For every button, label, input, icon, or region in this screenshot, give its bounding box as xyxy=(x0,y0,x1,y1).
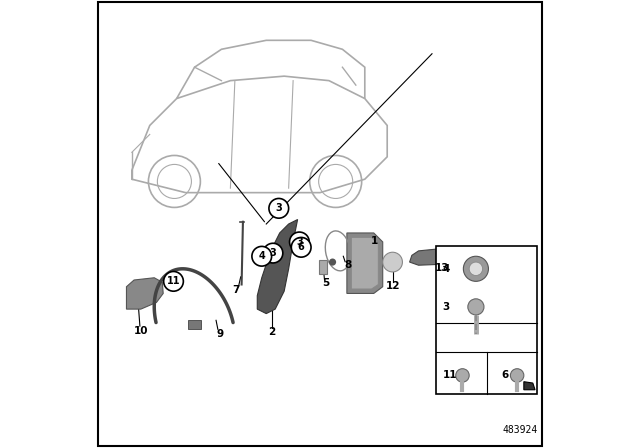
Text: 2: 2 xyxy=(268,327,276,337)
Text: 7: 7 xyxy=(232,285,239,295)
Bar xyxy=(188,320,201,329)
Circle shape xyxy=(456,369,469,382)
Circle shape xyxy=(463,256,488,281)
Text: 5: 5 xyxy=(322,278,330,288)
Text: 8: 8 xyxy=(344,260,351,270)
Text: 483924: 483924 xyxy=(502,425,538,435)
Text: 12: 12 xyxy=(385,281,400,291)
Polygon shape xyxy=(351,237,378,289)
Circle shape xyxy=(252,246,271,266)
Circle shape xyxy=(269,198,289,218)
Text: 6: 6 xyxy=(298,242,305,252)
Circle shape xyxy=(263,243,283,263)
Polygon shape xyxy=(127,278,163,309)
Text: 10: 10 xyxy=(134,326,148,336)
Circle shape xyxy=(291,237,311,257)
Circle shape xyxy=(164,271,184,291)
Text: 3: 3 xyxy=(275,203,282,213)
Circle shape xyxy=(469,262,483,276)
Text: 4: 4 xyxy=(443,264,450,274)
Text: 3: 3 xyxy=(296,237,303,247)
Bar xyxy=(436,246,538,394)
Polygon shape xyxy=(257,220,298,314)
Polygon shape xyxy=(410,249,452,265)
Text: 11: 11 xyxy=(443,370,457,380)
Text: 9: 9 xyxy=(216,329,223,339)
Polygon shape xyxy=(347,233,383,293)
Text: 1: 1 xyxy=(371,236,378,246)
Circle shape xyxy=(329,258,336,266)
Polygon shape xyxy=(319,260,327,274)
Text: 13: 13 xyxy=(435,263,449,273)
Text: 6: 6 xyxy=(501,370,508,380)
Text: 4: 4 xyxy=(259,251,265,261)
Text: 11: 11 xyxy=(167,276,180,286)
Text: 3: 3 xyxy=(443,302,450,312)
Circle shape xyxy=(468,299,484,315)
Circle shape xyxy=(383,252,403,272)
Circle shape xyxy=(289,232,309,252)
Polygon shape xyxy=(524,382,535,390)
Text: 3: 3 xyxy=(269,248,276,258)
Circle shape xyxy=(511,369,524,382)
